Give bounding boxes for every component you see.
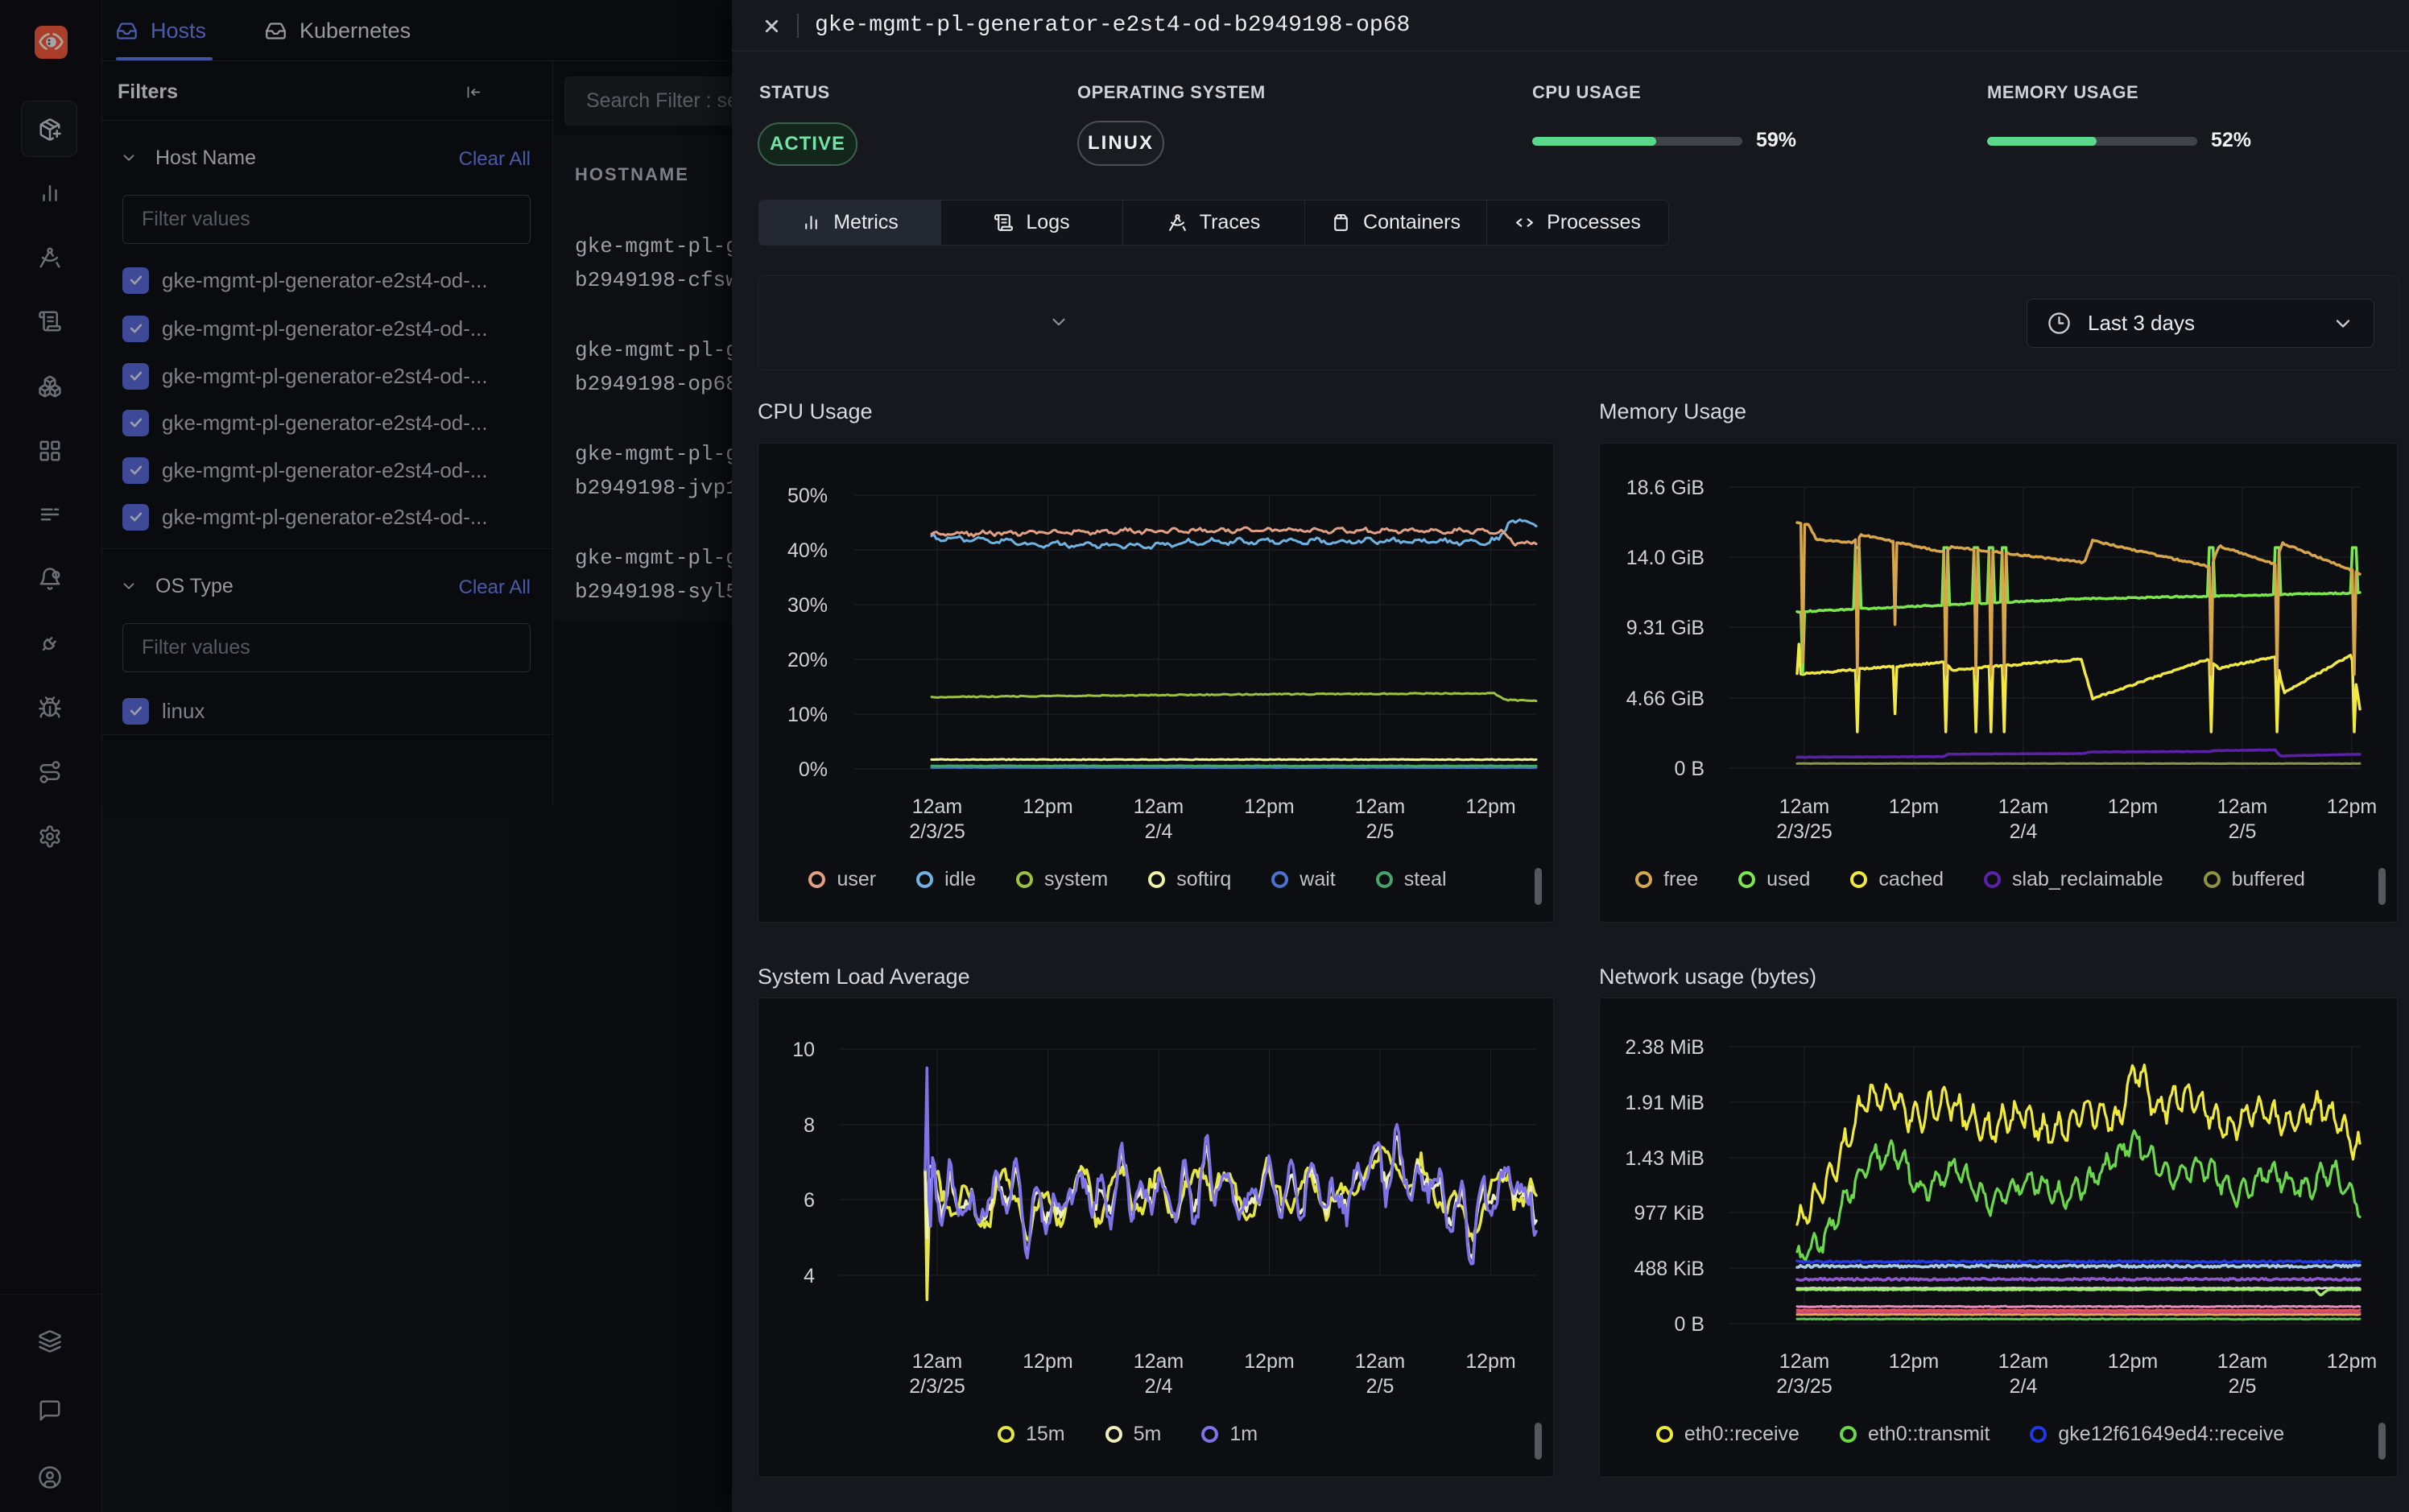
svg-text:12am: 12am [1998,795,2049,818]
svg-text:2/4: 2/4 [2010,820,2038,843]
svg-text:40%: 40% [787,539,828,562]
svg-text:2/5: 2/5 [2229,820,2257,843]
svg-text:1.43 MiB: 1.43 MiB [1625,1147,1704,1170]
svg-text:12pm: 12pm [1244,795,1295,818]
svg-text:30%: 30% [787,594,828,617]
svg-text:12pm: 12pm [2108,795,2159,818]
svg-text:12am: 12am [2217,1350,2268,1373]
svg-text:12pm: 12pm [1889,795,1940,818]
svg-text:12am: 12am [2217,795,2268,818]
svg-text:12am: 12am [1779,795,1830,818]
svg-text:8: 8 [804,1114,815,1137]
svg-text:10%: 10% [787,704,828,726]
svg-text:0 B: 0 B [1674,1313,1704,1336]
svg-text:20%: 20% [787,649,828,671]
svg-text:1.91 MiB: 1.91 MiB [1625,1092,1704,1114]
svg-text:12pm: 12pm [1889,1350,1940,1373]
svg-text:14.0 GiB: 14.0 GiB [1626,547,1704,569]
svg-text:10: 10 [792,1039,815,1061]
svg-text:12pm: 12pm [1465,795,1516,818]
svg-text:18.6 GiB: 18.6 GiB [1626,477,1704,499]
svg-text:12am: 12am [1134,795,1184,818]
svg-text:2/5: 2/5 [2229,1375,2257,1398]
svg-text:2.38 MiB: 2.38 MiB [1625,1036,1704,1059]
svg-text:6: 6 [804,1189,815,1212]
svg-text:2/4: 2/4 [1145,820,1173,843]
svg-text:50%: 50% [787,485,828,507]
svg-text:12pm: 12pm [1465,1350,1516,1373]
svg-text:488 KiB: 488 KiB [1634,1258,1704,1280]
svg-text:2/4: 2/4 [2010,1375,2038,1398]
svg-text:4.66 GiB: 4.66 GiB [1626,688,1704,710]
svg-text:12am: 12am [1998,1350,2049,1373]
svg-text:2/3/25: 2/3/25 [1776,820,1833,843]
svg-text:2/3/25: 2/3/25 [909,820,965,843]
svg-text:9.31 GiB: 9.31 GiB [1626,617,1704,639]
svg-text:12pm: 12pm [1023,1350,1073,1373]
svg-text:12pm: 12pm [2327,795,2378,818]
svg-text:2/3/25: 2/3/25 [1776,1375,1833,1398]
svg-text:2/5: 2/5 [1366,820,1395,843]
svg-text:2/4: 2/4 [1145,1375,1173,1398]
svg-text:2/5: 2/5 [1366,1375,1395,1398]
svg-text:0 B: 0 B [1674,758,1704,780]
svg-text:12am: 12am [1355,1350,1406,1373]
svg-text:12am: 12am [912,1350,963,1373]
svg-text:12am: 12am [912,795,963,818]
svg-text:12am: 12am [1355,795,1406,818]
svg-text:12pm: 12pm [2327,1350,2378,1373]
svg-text:0%: 0% [799,758,828,781]
svg-text:12am: 12am [1779,1350,1830,1373]
svg-text:12pm: 12pm [1244,1350,1295,1373]
svg-text:977 KiB: 977 KiB [1634,1202,1704,1225]
svg-text:12pm: 12pm [1023,795,1073,818]
svg-text:2/3/25: 2/3/25 [909,1375,965,1398]
svg-text:4: 4 [804,1265,815,1287]
svg-text:12pm: 12pm [2108,1350,2159,1373]
svg-text:12am: 12am [1134,1350,1184,1373]
